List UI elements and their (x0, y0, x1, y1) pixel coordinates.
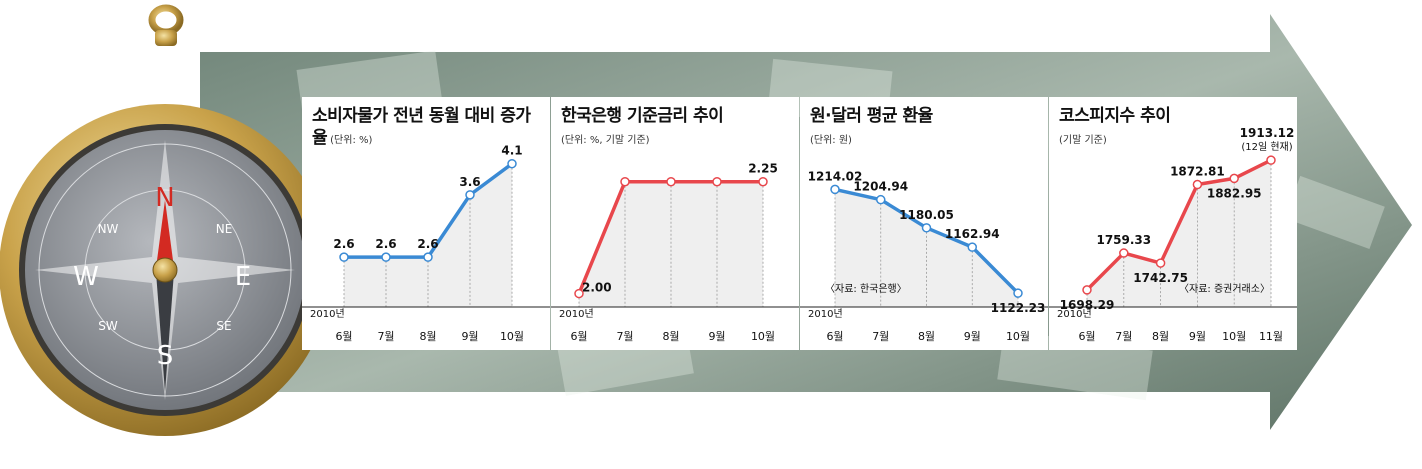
tick-label: 8월 (918, 330, 935, 343)
chart-subtitle: (단위: %, 기말 기준) (561, 135, 650, 146)
tick-label: 8월 (419, 330, 436, 343)
data-label: 2.6 (333, 237, 354, 251)
chart-panel-base-rate: 한국은행 기준금리 추이 (단위: %, 기말 기준) 2.00 2.25 6월 7월… (551, 97, 799, 350)
compass-icon: N E S W NE NW SE SW (0, 4, 331, 436)
data-point (1266, 155, 1276, 165)
data-point (967, 242, 977, 252)
needle-south (156, 272, 174, 392)
tick-label: 6월 (570, 330, 587, 343)
data-label: 1872.81 (1170, 165, 1225, 179)
compass-sw: SW (98, 319, 118, 333)
tick-label: 9월 (964, 330, 981, 343)
data-point (1082, 285, 1092, 295)
chart-subtitle: (단위: 원) (810, 135, 852, 146)
chart-panel-exchange-rate: 원·달러 평균 환율 (단위: 원) 1214.02 1204.94 1180.05… (800, 97, 1048, 350)
tick-label: 10월 (500, 330, 524, 343)
source-note: 〈자료: 증권거래소〉 (1179, 283, 1270, 295)
unit-note: (단위: %) (330, 135, 373, 146)
data-point (1192, 179, 1203, 190)
chart-panel-cpi: 소비자물가 전년 동월 대비 증가율 (단위: %) 2.6 2.6 2.6 3.6 4.… (302, 97, 550, 350)
data-point (339, 252, 349, 262)
compass-w: W (73, 262, 99, 292)
data-label: 1759.33 (1096, 233, 1151, 247)
data-point (507, 158, 517, 169)
compass-ne: NE (216, 222, 233, 236)
tick-label: 6월 (826, 330, 843, 343)
data-point (1119, 248, 1129, 258)
compass-se: SE (216, 319, 231, 333)
compass-e: E (235, 262, 251, 292)
data-label: 1204.94 (853, 180, 908, 194)
tick-label: 7월 (616, 330, 633, 343)
data-point (666, 176, 676, 187)
data-point (1155, 258, 1166, 268)
data-label: 2.25 (748, 162, 778, 176)
data-label: 1122.23 (991, 301, 1046, 315)
data-label: 1698.29 (1060, 298, 1115, 312)
data-point (574, 288, 584, 299)
data-point (381, 252, 391, 262)
year-label: 2010년 (1057, 308, 1092, 320)
chart-title: 소비자물가 전년 동월 대비 증가율 (단위: %) (312, 106, 531, 148)
data-label: 3.6 (459, 175, 480, 189)
data-label: 1180.05 (899, 208, 954, 222)
tick-label: 7월 (1115, 330, 1132, 343)
data-label: 1162.94 (945, 227, 1000, 241)
year-label: 2010년 (310, 308, 345, 320)
data-label: 2.6 (417, 237, 438, 251)
tick-label: 6월 (335, 330, 352, 343)
data-label: 1214.02 (808, 169, 863, 183)
chart-title: 코스피지수 추이 (1059, 106, 1171, 126)
chart-panel-kospi: 코스피지수 추이 (기말 기준) 1698.29 1759.33 1742.75 18… (1049, 97, 1297, 350)
data-label: 2.6 (375, 237, 396, 251)
base-rate-line-chart: 2.00 2.25 6월 7월 8월 9월 10월 2010년 (551, 162, 799, 343)
data-point (876, 194, 886, 205)
tick-label: 11월 (1259, 330, 1283, 343)
data-label: 1913.12 (1240, 126, 1295, 140)
data-point (830, 184, 840, 195)
compass-s: S (157, 341, 174, 371)
data-point (423, 252, 433, 262)
tick-label: 10월 (751, 330, 775, 343)
data-point (921, 223, 932, 233)
data-label-note: (12일 현재) (1241, 141, 1292, 153)
tick-label: 10월 (1222, 330, 1246, 343)
data-point (1013, 288, 1023, 298)
tick-label: 8월 (1152, 330, 1169, 343)
data-point (758, 176, 768, 187)
series-line (1085, 158, 1272, 292)
tick-label: 9월 (1189, 330, 1206, 343)
data-point (620, 176, 630, 187)
data-label: 1742.75 (1133, 271, 1188, 285)
data-point (465, 190, 475, 200)
tick-label: 9월 (461, 330, 478, 343)
year-label: 2010년 (559, 308, 594, 320)
tick-label: 10월 (1006, 330, 1030, 343)
chart-subtitle: (기말 기준) (1059, 135, 1107, 146)
tick-label: 7월 (872, 330, 889, 343)
cpi-line-chart: 2.6 2.6 2.6 3.6 4.1 6월 7월 8월 9월 10월 2010년 (302, 144, 550, 343)
data-label: 1882.95 (1207, 186, 1262, 200)
tick-label: 6월 (1078, 330, 1095, 343)
compass-n: N (155, 183, 174, 213)
tick-label: 7월 (377, 330, 394, 343)
data-point (1229, 173, 1239, 184)
compass-nw: NW (98, 222, 119, 236)
chart-title: 원·달러 평균 환율 (810, 106, 933, 126)
tick-label: 8월 (662, 330, 679, 343)
chart-title: 한국은행 기준금리 추이 (561, 106, 724, 126)
area-fill (1087, 160, 1271, 307)
source-note: 〈자료: 한국은행〉 (825, 283, 907, 295)
data-label: 4.1 (501, 144, 522, 158)
data-label: 2.00 (582, 281, 612, 295)
kospi-line-chart: 1698.29 1759.33 1742.75 1872.81 1882.95 1913.… (1049, 126, 1297, 343)
tick-label: 9월 (708, 330, 725, 343)
data-point (712, 176, 722, 187)
year-label: 2010년 (808, 308, 843, 320)
needle-north (156, 200, 174, 268)
